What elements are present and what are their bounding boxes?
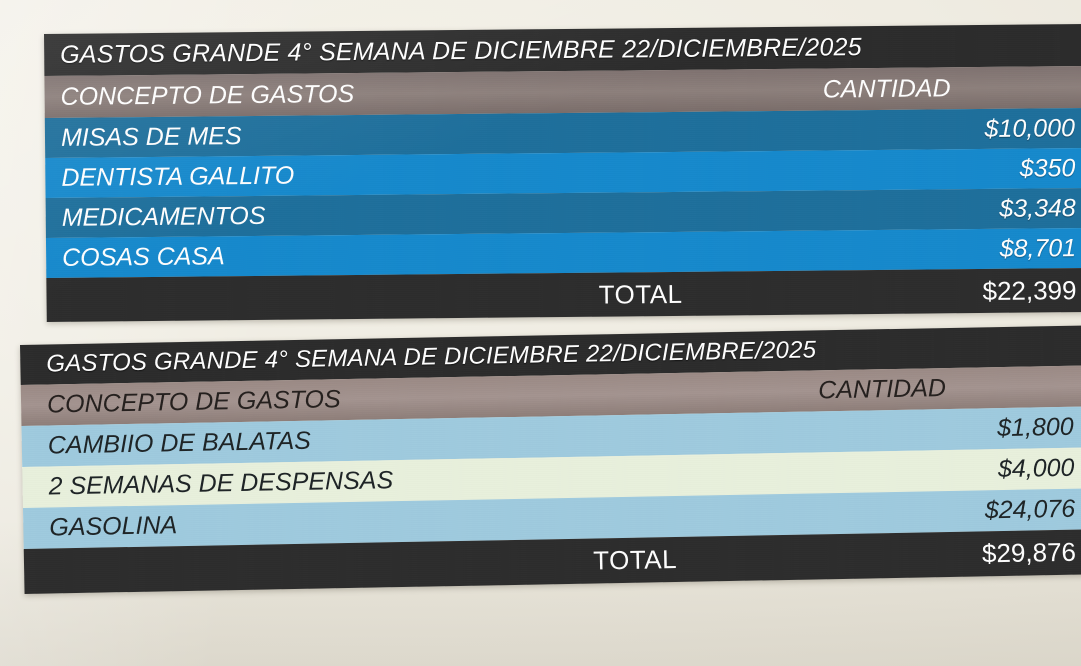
row-concept: COSAS CASA [62, 241, 225, 272]
row-concept: GASOLINA [49, 511, 178, 542]
column-header-concept: CONCEPTO DE GASTOS [60, 79, 355, 111]
total-amount: $29,876 [981, 536, 1077, 569]
row-amount: $24,076 [984, 494, 1076, 525]
row-amount: $350 [1019, 153, 1076, 183]
total-label: TOTAL [592, 543, 678, 576]
total-label: TOTAL [598, 278, 683, 310]
row-concept: 2 SEMANAS DE DESPENSAS [48, 466, 394, 501]
column-header-amount: CANTIDAD [817, 374, 947, 405]
column-header-amount: CANTIDAD [822, 73, 951, 104]
row-amount: $8,701 [999, 233, 1077, 263]
expense-table-second-week: GASTOS GRANDE 4° SEMANA DE DICIEMBRE 22/… [20, 325, 1081, 594]
column-header-concept: CONCEPTO DE GASTOS [46, 385, 341, 419]
row-concept: MISAS DE MES [60, 121, 242, 152]
row-amount: $10,000 [984, 113, 1076, 143]
row-concept: CAMBIIO DE BALATAS [47, 426, 312, 460]
row-amount: $3,348 [999, 193, 1076, 223]
total-amount: $22,399 [982, 274, 1077, 306]
expense-table-first-week: GASTOS GRANDE 4° SEMANA DE DICIEMBRE 22/… [44, 23, 1081, 322]
row-amount: $1,800 [996, 412, 1074, 443]
row-amount: $4,000 [997, 453, 1075, 484]
table-title: GASTOS GRANDE 4° SEMANA DE DICIEMBRE 22/… [60, 32, 862, 69]
row-concept: MEDICAMENTOS [61, 201, 266, 232]
row-concept: DENTISTA GALLITO [61, 161, 295, 192]
